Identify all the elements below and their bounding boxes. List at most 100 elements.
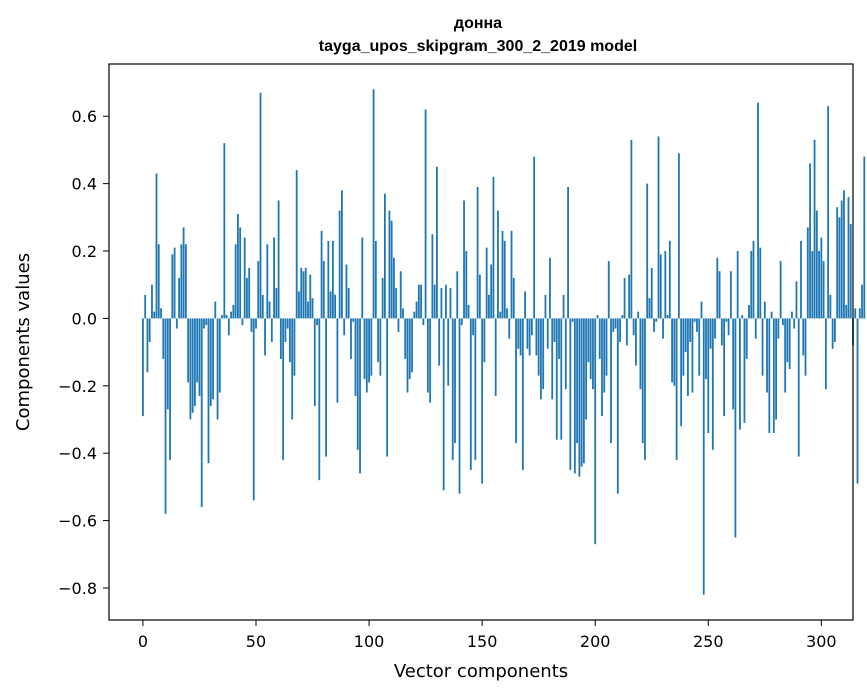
- bar-component-261: [732, 318, 735, 410]
- y-axis-label: Components values: [13, 253, 34, 431]
- bar-component-82: [327, 240, 330, 319]
- bar-component-252: [711, 318, 714, 450]
- bar-component-117: [406, 318, 409, 393]
- bar-component-232: [666, 315, 669, 319]
- bar-component-315: [854, 308, 857, 319]
- bar-component-80: [322, 261, 325, 319]
- bar-component-184: [558, 318, 560, 359]
- bar-component-274: [761, 318, 764, 376]
- bar-component-41: [234, 244, 237, 319]
- bar-component-214: [625, 318, 628, 346]
- bar-component-318: [861, 284, 863, 319]
- bar-component-22: [191, 318, 194, 413]
- bar-component-110: [390, 220, 393, 319]
- bar-component-13: [171, 254, 174, 319]
- bar-component-283: [781, 318, 784, 326]
- bar-component-281: [777, 318, 780, 339]
- bar-component-316: [856, 318, 859, 484]
- bar-component-54: [264, 318, 266, 356]
- bar-component-57: [270, 318, 273, 342]
- bar-component-34: [218, 318, 221, 393]
- bar-component-94: [354, 318, 357, 396]
- bar-component-201: [596, 315, 599, 319]
- bar-component-197: [587, 318, 590, 363]
- bar-component-92: [350, 318, 352, 359]
- bar-component-139: [456, 271, 459, 319]
- bar-component-3: [148, 318, 151, 342]
- bar-component-301: [822, 261, 825, 319]
- bar-component-220: [639, 318, 642, 390]
- bar-component-250: [707, 318, 710, 433]
- y-tick-label: −0.6: [58, 512, 97, 531]
- bar-component-185: [560, 318, 563, 440]
- bar-component-7: [157, 244, 160, 319]
- bar-component-241: [687, 318, 689, 396]
- bar-component-190: [571, 318, 574, 322]
- bar-component-95: [356, 318, 359, 450]
- bar-component-19: [184, 244, 187, 319]
- bar-component-32: [214, 301, 217, 319]
- bar-component-118: [408, 318, 411, 380]
- bar-component-317: [858, 308, 861, 319]
- bar-component-168: [521, 318, 524, 471]
- bar-component-64: [286, 318, 289, 329]
- bar-component-36: [223, 143, 226, 319]
- bar-component-299: [818, 251, 820, 319]
- x-tick-label: 150: [467, 632, 498, 651]
- bar-component-96: [359, 318, 361, 474]
- bar-component-138: [454, 318, 456, 444]
- bar-component-130: [436, 166, 438, 319]
- bar-component-210: [616, 318, 619, 494]
- bar-component-311: [845, 304, 848, 319]
- bar-component-177: [542, 318, 545, 390]
- bar-component-71: [302, 271, 305, 319]
- bar-component-217: [632, 318, 635, 336]
- bar-component-90: [345, 264, 348, 319]
- bar-component-38: [227, 318, 230, 336]
- y-tick-label: −0.8: [58, 579, 97, 598]
- bar-component-14: [173, 247, 176, 319]
- bar-component-161: [506, 308, 508, 319]
- bar-component-172: [530, 318, 533, 336]
- bar-component-72: [304, 267, 307, 319]
- bar-component-65: [289, 318, 291, 363]
- bar-component-70: [300, 267, 303, 319]
- bar-component-179: [546, 318, 549, 349]
- y-tick-label: −0.4: [58, 444, 97, 463]
- bar-component-230: [662, 318, 664, 339]
- bar-component-243: [691, 318, 694, 393]
- bar-component-273: [759, 247, 762, 319]
- bar-component-145: [469, 318, 472, 471]
- bar-component-106: [381, 277, 384, 319]
- bar-component-237: [677, 153, 680, 319]
- bar-component-40: [232, 304, 235, 319]
- bar-component-227: [655, 318, 658, 322]
- bar-component-146: [472, 318, 474, 336]
- bar-component-119: [411, 318, 413, 373]
- bar-component-166: [517, 318, 520, 349]
- bar-component-33: [216, 318, 219, 420]
- chart-title: донна: [454, 15, 502, 32]
- bar-component-308: [838, 217, 841, 319]
- bar-component-175: [537, 318, 540, 376]
- bar-component-158: [499, 311, 502, 319]
- bar-component-173: [533, 156, 536, 319]
- bar-component-61: [279, 318, 282, 359]
- bar-component-215: [628, 274, 631, 319]
- bar-component-203: [601, 318, 603, 417]
- bar-component-199: [592, 318, 594, 390]
- bar-component-221: [641, 318, 644, 444]
- bar-component-17: [180, 244, 183, 319]
- bar-component-278: [770, 311, 773, 319]
- bar-component-208: [612, 318, 615, 332]
- bar-component-289: [795, 281, 798, 319]
- bar-component-47: [248, 267, 251, 319]
- bar-component-6: [155, 173, 158, 319]
- bars-group: [142, 89, 866, 595]
- bar-component-126: [426, 318, 429, 393]
- bar-component-52: [259, 92, 262, 319]
- bar-component-164: [512, 277, 515, 319]
- bar-component-253: [714, 318, 716, 339]
- bar-component-134: [445, 284, 447, 319]
- bar-component-291: [800, 240, 802, 319]
